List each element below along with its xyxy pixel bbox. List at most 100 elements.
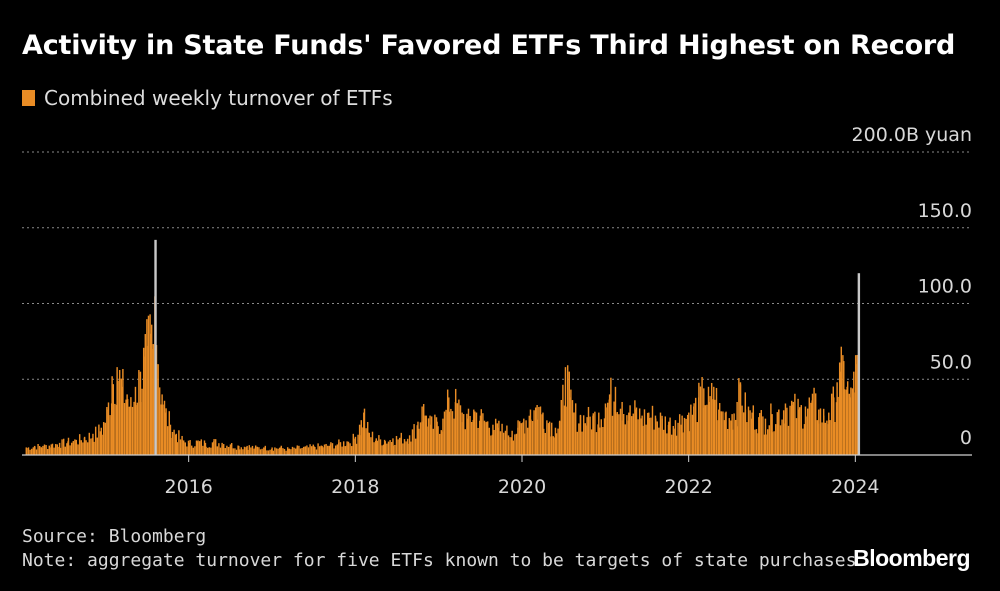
bar-99 — [184, 442, 187, 455]
bar-418 — [694, 397, 697, 455]
bar-326 — [547, 423, 550, 455]
y-tick-label-2: 100.0 — [918, 276, 972, 298]
data-bar-127 — [828, 412, 830, 455]
bar-267 — [453, 418, 455, 455]
bar-456 — [755, 429, 758, 455]
bar-284 — [480, 409, 483, 455]
bar-508 — [838, 362, 841, 455]
bar-416 — [691, 414, 694, 455]
bar-241 — [411, 429, 414, 455]
data-bar-54 — [383, 439, 386, 455]
bar-407 — [677, 422, 679, 455]
bar-323 — [542, 428, 545, 455]
data-bar-68 — [473, 409, 475, 455]
bar-111 — [203, 440, 206, 455]
bar-282 — [477, 427, 479, 455]
data-bar-32 — [213, 441, 215, 455]
bar-371 — [619, 408, 622, 455]
bar-18 — [54, 444, 57, 455]
bar-128 — [230, 443, 233, 455]
data-bar-98 — [654, 415, 657, 455]
bar-270 — [458, 399, 460, 455]
bar-103 — [190, 445, 193, 455]
bar-514 — [848, 393, 851, 455]
bar-483 — [798, 407, 801, 455]
data-bar-4 — [58, 442, 61, 455]
bar-156 — [275, 448, 278, 455]
data-bar-126 — [823, 415, 825, 455]
bar-438 — [726, 428, 729, 455]
data-bar-23 — [157, 364, 159, 455]
bar-35 — [82, 442, 84, 455]
bar-135 — [242, 449, 244, 455]
data-bar-95 — [634, 409, 637, 455]
data-bar-33 — [221, 442, 223, 455]
data-bar-70 — [486, 421, 488, 455]
bar-445 — [738, 378, 740, 455]
bar-251 — [427, 418, 430, 455]
bar-283 — [478, 420, 481, 455]
data-bar-9 — [100, 427, 103, 455]
bar-181 — [315, 449, 318, 455]
bar-134 — [240, 447, 243, 455]
bar-253 — [430, 416, 433, 455]
bar-139 — [248, 445, 251, 455]
data-bar-55 — [392, 438, 394, 455]
bar-509 — [840, 346, 843, 455]
bar-232 — [397, 439, 399, 455]
bar-427 — [709, 396, 711, 455]
data-bar-85 — [573, 412, 575, 455]
bar-463 — [766, 429, 769, 455]
bar-359 — [600, 419, 603, 455]
bar-94 — [176, 442, 179, 455]
bar-30 — [74, 439, 76, 455]
y-tick-labels: 0 50.0 100.0 150.0 200.0B yuan — [852, 124, 972, 449]
bar-450 — [746, 422, 748, 455]
data-bar-79 — [542, 412, 544, 455]
bar-259 — [440, 430, 443, 455]
data-bar-115 — [751, 412, 753, 455]
bar-484 — [800, 405, 803, 455]
bar-58 — [118, 370, 121, 455]
bar-168 — [294, 448, 297, 455]
bar-305 — [514, 434, 516, 455]
bar-436 — [723, 420, 726, 455]
bar-258 — [438, 433, 441, 455]
bar-13 — [46, 449, 49, 455]
bar-340 — [570, 389, 572, 455]
bar-358 — [598, 427, 601, 455]
data-bar-73 — [504, 430, 507, 455]
bar-126 — [227, 446, 230, 455]
bar-422 — [701, 377, 703, 455]
bar-341 — [571, 400, 574, 455]
data-bar-46 — [329, 444, 332, 455]
bar-455 — [754, 429, 756, 455]
data-bar-105 — [698, 397, 700, 455]
bar-345 — [578, 423, 580, 455]
bar-375 — [626, 415, 628, 455]
bar-338 — [566, 365, 569, 455]
bar-102 — [189, 440, 191, 455]
data-bar-41 — [288, 448, 290, 455]
bar-412 — [685, 418, 687, 455]
bar-238 — [406, 438, 409, 455]
bar-157 — [277, 448, 279, 455]
bar-170 — [298, 445, 300, 455]
bar-67 — [133, 401, 135, 455]
bar-243 — [414, 438, 417, 455]
bar-464 — [768, 425, 771, 455]
data-bar-106 — [703, 388, 705, 455]
bar-154 — [272, 450, 275, 455]
bar-248 — [422, 404, 425, 455]
bar-388 — [646, 412, 649, 455]
bar-199 — [344, 446, 347, 455]
bar-130 — [234, 448, 236, 455]
bar-120 — [218, 443, 220, 455]
data-bar-121 — [791, 405, 793, 455]
bar-83 — [158, 387, 161, 455]
bar-114 — [208, 447, 211, 455]
bar-314 — [528, 415, 531, 455]
bar-215 — [370, 437, 372, 455]
bar-228 — [390, 441, 393, 455]
bar-184 — [320, 445, 323, 455]
